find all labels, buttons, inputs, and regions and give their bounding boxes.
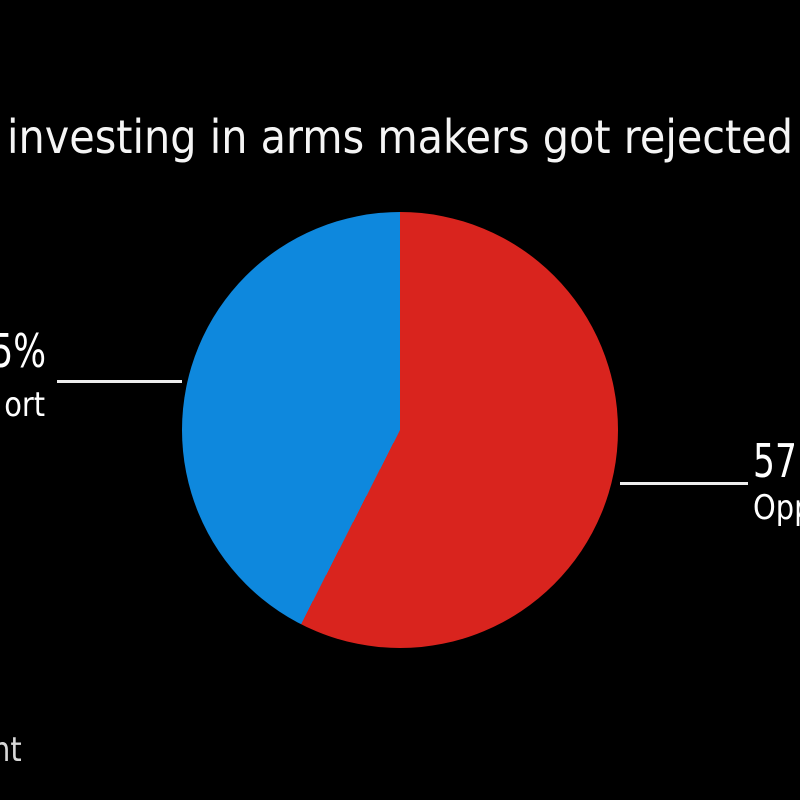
pie-chart xyxy=(182,212,618,648)
left-slice-value-label: 5% xyxy=(0,324,46,378)
right-callout-line xyxy=(620,482,748,485)
left-callout-line xyxy=(57,380,182,383)
footer-text-fragment: nt xyxy=(0,730,22,770)
chart-title: investing in arms makers got rejected xyxy=(7,110,794,164)
right-slice-value-label: 57 xyxy=(753,434,797,488)
left-slice-name-label: ort xyxy=(4,385,45,425)
right-slice-name-label: Opp xyxy=(753,488,800,528)
